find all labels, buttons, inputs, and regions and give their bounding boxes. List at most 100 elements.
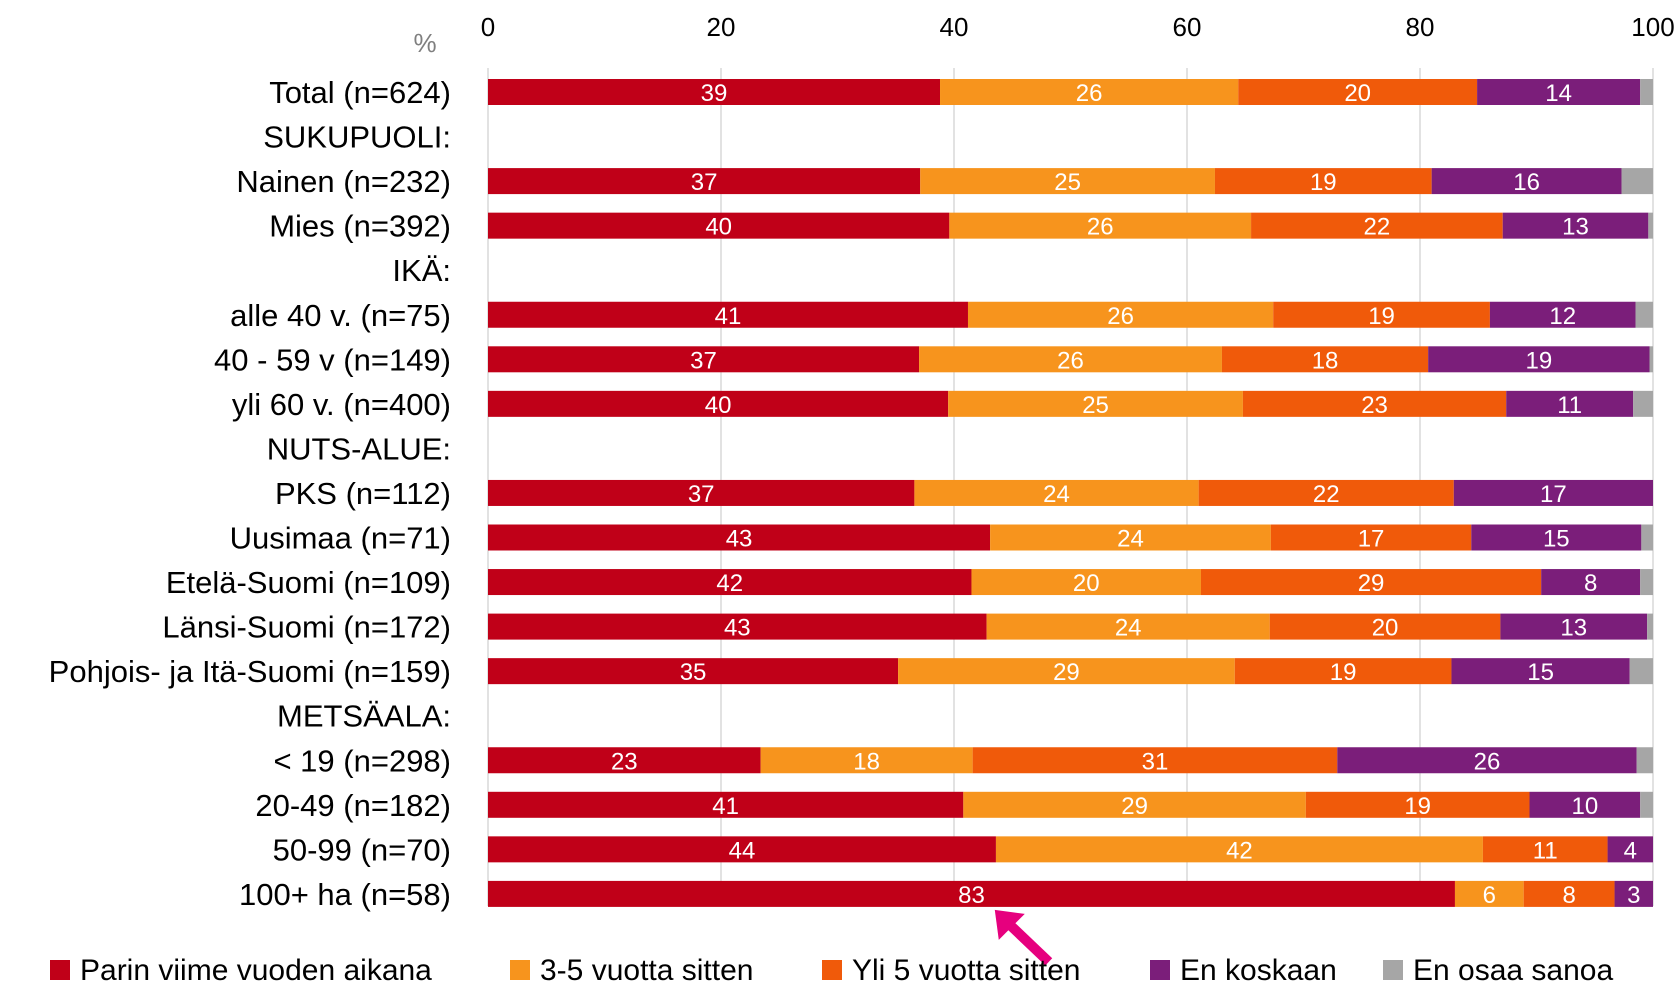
legend-item: En koskaan (1150, 954, 1337, 985)
x-tick-label: 100 (1631, 12, 1674, 42)
category-label: Etelä-Suomi (n=109) (166, 565, 451, 600)
category-label: NUTS-ALUE: (267, 431, 451, 466)
x-tick-label: 20 (707, 12, 736, 42)
category-label: alle 40 v. (n=75) (230, 298, 451, 333)
bar-segment (1454, 880, 1524, 907)
bar-segment (1635, 301, 1653, 328)
data-label: 23 (1361, 392, 1388, 419)
data-labels: 39 26 20 14 37 25 19 16 40 26 22 13 41 26 19 12 37 26 18 19… (611, 80, 1641, 909)
data-label: 37 (691, 169, 718, 196)
legend-label: En osaa sanoa (1413, 954, 1613, 985)
category-label: Nainen (n=232) (236, 164, 451, 199)
legend-item: Yli 5 vuotta sitten (822, 954, 1080, 985)
data-label: 20 (1372, 615, 1399, 642)
category-label: Uusimaa (n=71) (230, 521, 451, 556)
data-label: 10 (1571, 793, 1598, 820)
bar-segment (949, 212, 1252, 239)
data-label: 43 (724, 615, 751, 642)
data-label: 26 (1087, 214, 1114, 241)
data-label: 40 (705, 392, 732, 419)
data-label: 22 (1364, 214, 1391, 241)
bar-segment (1305, 791, 1530, 818)
bar-segment (1640, 79, 1653, 105)
bar-segment (1607, 836, 1653, 863)
data-label: 13 (1560, 615, 1587, 642)
data-label: 8 (1584, 570, 1597, 597)
annotation-arrow (994, 909, 1053, 966)
data-label: 22 (1313, 481, 1340, 508)
legend-swatch (822, 960, 842, 980)
bar-segment (1198, 479, 1454, 506)
x-tick-label: 80 (1406, 12, 1435, 42)
bar-segment (1641, 524, 1653, 551)
data-label: 8 (1562, 882, 1575, 909)
data-label: 17 (1358, 526, 1385, 553)
bar-segment (488, 212, 950, 239)
category-label: IKÄ: (392, 253, 451, 288)
annotations (994, 909, 1053, 966)
data-label: 11 (1533, 837, 1558, 864)
data-label: 15 (1527, 659, 1554, 686)
data-label: 19 (1330, 659, 1357, 686)
bar-segment (1337, 747, 1637, 774)
bar-segment (1273, 301, 1490, 328)
bar-segment (1640, 569, 1653, 596)
bar-segment (488, 479, 915, 506)
bar-segment (914, 479, 1199, 506)
category-label: Mies (n=392) (269, 209, 451, 244)
bar-segment (1502, 212, 1649, 239)
bar-segment (1242, 390, 1507, 417)
bar-segment (760, 747, 973, 774)
category-label: Pohjois- ja Itä-Suomi (n=159) (49, 654, 451, 689)
data-label: 44 (729, 837, 756, 864)
category-label: METSÄALA: (277, 699, 451, 734)
data-label: 3 (1627, 882, 1640, 909)
data-label: 18 (1312, 347, 1339, 374)
data-label: 43 (726, 526, 753, 553)
bar-segment (488, 390, 949, 417)
bar-segment (1621, 168, 1653, 195)
bar-segment (1636, 747, 1653, 774)
bar-segment (1640, 791, 1653, 818)
legend-item: En osaa sanoa (1383, 954, 1613, 985)
data-label: 24 (1117, 526, 1144, 553)
x-tick-label: 0 (481, 12, 495, 42)
data-label: 25 (1054, 169, 1081, 196)
bar-segment (986, 613, 1270, 640)
data-label: 19 (1525, 347, 1552, 374)
data-label: 41 (715, 303, 742, 330)
bar-segment (1648, 212, 1653, 239)
bar-segment (1234, 658, 1452, 685)
bar-segment (940, 79, 1239, 105)
legend-item: Parin viime vuoden aikana (50, 954, 432, 985)
bar-segment (995, 836, 1483, 863)
data-label: 20 (1344, 80, 1371, 107)
data-label: 6 (1483, 882, 1496, 909)
x-tick-label: 40 (940, 12, 969, 42)
bars (488, 79, 1653, 907)
data-label: 83 (958, 882, 985, 909)
arrow-head (994, 909, 1025, 940)
bar-segment (1270, 524, 1472, 551)
x-tick-label: 60 (1173, 12, 1202, 42)
data-label: 19 (1404, 793, 1431, 820)
data-label: 41 (712, 793, 739, 820)
bar-segment (1614, 880, 1653, 907)
data-label: 37 (688, 481, 715, 508)
category-label: Total (n=624) (269, 75, 451, 110)
category-label: SUKUPUOLI: (263, 120, 451, 155)
bar-segment (1541, 569, 1641, 596)
bar-segment (1200, 569, 1542, 596)
bar-segment (1453, 479, 1653, 506)
category-label: < 19 (n=298) (273, 743, 451, 778)
bar-segment (488, 613, 987, 640)
data-label: 35 (680, 659, 707, 686)
bar-segment (488, 346, 920, 373)
bar-segment (920, 168, 1215, 195)
bar-segment (1649, 346, 1653, 373)
data-label: 17 (1540, 481, 1567, 508)
legend-label: 3-5 vuotta sitten (540, 954, 753, 985)
bar-segment (919, 346, 1222, 373)
bar-segment (1431, 168, 1622, 195)
